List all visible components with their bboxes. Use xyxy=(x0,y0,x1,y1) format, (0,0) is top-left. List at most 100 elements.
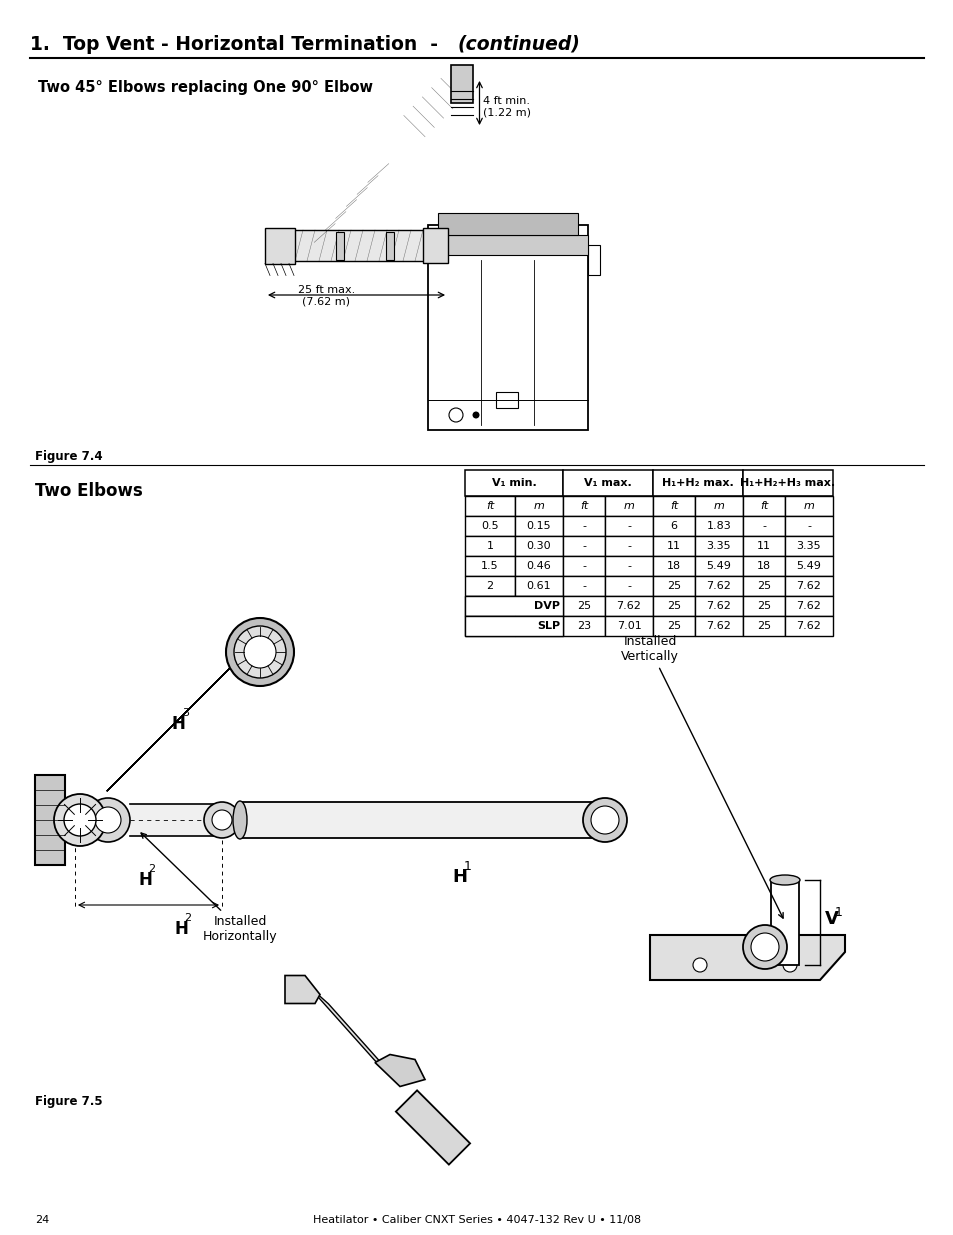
Text: m: m xyxy=(623,501,634,511)
Bar xyxy=(437,212,578,235)
Bar xyxy=(451,65,473,103)
Bar xyxy=(562,616,604,636)
Text: 5.49: 5.49 xyxy=(796,561,821,571)
Text: 25: 25 xyxy=(756,580,770,592)
Circle shape xyxy=(64,804,96,836)
Bar xyxy=(652,576,695,597)
Bar xyxy=(240,802,599,839)
Polygon shape xyxy=(307,986,395,1079)
Text: -: - xyxy=(626,580,630,592)
Circle shape xyxy=(204,802,240,839)
Text: H: H xyxy=(452,868,467,885)
Text: -: - xyxy=(581,561,585,571)
Bar xyxy=(265,227,294,263)
Bar xyxy=(784,496,832,516)
Bar xyxy=(604,496,652,516)
Bar xyxy=(784,576,832,597)
Circle shape xyxy=(233,626,286,678)
Polygon shape xyxy=(107,648,249,792)
Text: 3.35: 3.35 xyxy=(796,541,821,551)
Polygon shape xyxy=(285,976,319,1004)
Text: 7.62: 7.62 xyxy=(616,601,640,611)
Text: Installed
Vertically: Installed Vertically xyxy=(620,635,782,918)
Bar xyxy=(770,881,799,965)
Bar xyxy=(695,616,742,636)
Circle shape xyxy=(750,932,779,961)
Bar xyxy=(604,556,652,576)
Bar xyxy=(784,536,832,556)
Text: H: H xyxy=(173,920,188,939)
Text: Heatilator • Caliber CNXT Series • 4047-132 Rev U • 11/08: Heatilator • Caliber CNXT Series • 4047-… xyxy=(313,1215,640,1225)
Text: H: H xyxy=(171,715,185,734)
Bar xyxy=(428,235,587,254)
Text: 7.62: 7.62 xyxy=(706,621,731,631)
Bar xyxy=(652,496,695,516)
Text: 3: 3 xyxy=(182,708,190,718)
Bar xyxy=(652,597,695,616)
Text: Two Elbows: Two Elbows xyxy=(35,482,143,500)
Circle shape xyxy=(226,618,294,685)
Text: m: m xyxy=(713,501,723,511)
Text: Two 45° Elbows replacing One 90° Elbow: Two 45° Elbows replacing One 90° Elbow xyxy=(38,80,373,95)
Bar xyxy=(742,516,784,536)
Bar xyxy=(587,245,599,275)
Text: 0.15: 0.15 xyxy=(526,521,551,531)
Text: -: - xyxy=(761,521,765,531)
Text: 1.5: 1.5 xyxy=(480,561,498,571)
Text: 0.30: 0.30 xyxy=(526,541,551,551)
Bar xyxy=(464,576,515,597)
Text: 7.62: 7.62 xyxy=(706,601,731,611)
Bar xyxy=(652,536,695,556)
Bar xyxy=(130,804,220,836)
Bar xyxy=(515,597,562,616)
Bar xyxy=(562,536,604,556)
Ellipse shape xyxy=(769,876,800,885)
Text: 25: 25 xyxy=(666,601,680,611)
Bar xyxy=(562,556,604,576)
Text: ft: ft xyxy=(579,501,587,511)
Bar xyxy=(562,516,604,536)
Bar xyxy=(784,516,832,536)
Bar xyxy=(422,228,448,263)
Bar xyxy=(515,556,562,576)
Text: 5.49: 5.49 xyxy=(706,561,731,571)
Text: -: - xyxy=(626,541,630,551)
Text: 1.  Top Vent - Horizontal Termination  -: 1. Top Vent - Horizontal Termination - xyxy=(30,35,444,54)
Bar xyxy=(496,391,517,408)
Bar xyxy=(464,536,515,556)
Bar xyxy=(695,597,742,616)
Bar xyxy=(515,536,562,556)
Bar xyxy=(464,597,515,616)
Text: 11: 11 xyxy=(757,541,770,551)
Text: (continued): (continued) xyxy=(457,35,580,54)
Bar xyxy=(335,231,344,259)
Text: -: - xyxy=(581,541,585,551)
Bar xyxy=(784,556,832,576)
Bar xyxy=(742,471,832,496)
Text: 23: 23 xyxy=(577,621,591,631)
Text: 25: 25 xyxy=(577,601,591,611)
Polygon shape xyxy=(375,1055,424,1087)
Ellipse shape xyxy=(233,802,247,839)
Circle shape xyxy=(86,798,130,842)
Text: DVP: DVP xyxy=(534,601,559,611)
Text: SLP: SLP xyxy=(537,621,559,631)
Circle shape xyxy=(582,798,626,842)
Text: 2: 2 xyxy=(486,580,493,592)
Text: 1: 1 xyxy=(486,541,493,551)
Circle shape xyxy=(95,806,121,832)
Bar xyxy=(695,576,742,597)
Circle shape xyxy=(782,958,796,972)
Bar xyxy=(428,225,587,430)
Text: H₁+H₂ max.: H₁+H₂ max. xyxy=(661,478,733,488)
Bar xyxy=(742,536,784,556)
Circle shape xyxy=(54,794,106,846)
Text: Figure 7.4: Figure 7.4 xyxy=(35,450,103,463)
Polygon shape xyxy=(395,1091,470,1165)
Bar xyxy=(604,516,652,536)
Bar xyxy=(604,576,652,597)
Bar xyxy=(464,471,562,496)
Text: 18: 18 xyxy=(666,561,680,571)
Bar xyxy=(515,616,562,636)
Text: 2: 2 xyxy=(184,913,192,923)
